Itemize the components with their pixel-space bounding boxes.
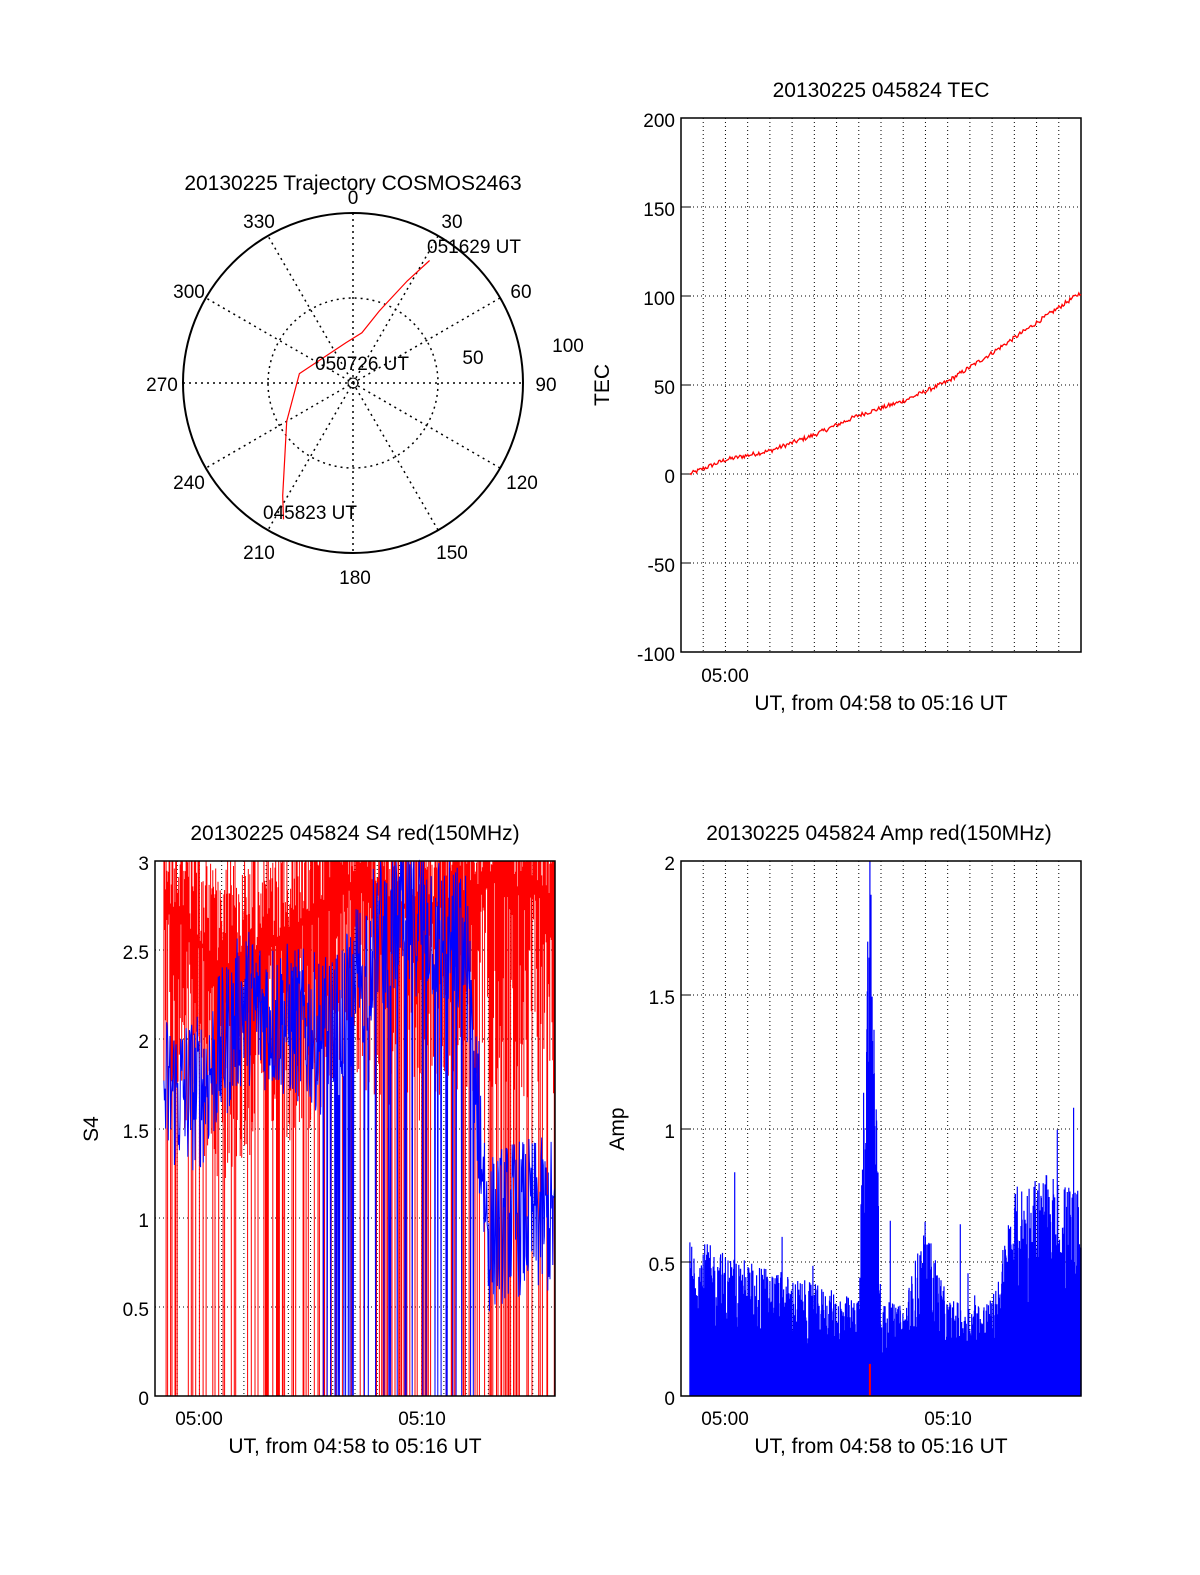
azimuth-label-210: 210	[243, 543, 275, 564]
polar-spoke-150-330	[267, 235, 439, 531]
radial-label-50: 50	[462, 348, 483, 369]
tec-panel: 20130225 045824 TEC 200 150 100 50 0 -50…	[591, 79, 1082, 715]
s4-ytick-2.5: 2.5	[123, 943, 149, 964]
polar-ring-inner	[267, 297, 439, 469]
azimuth-label-270: 270	[146, 375, 178, 396]
amp-y-ticks	[681, 994, 691, 1263]
azimuth-label-330: 330	[243, 212, 275, 233]
amp-horizontal-grid	[681, 994, 1081, 1263]
s4-ytick-0: 0	[138, 1389, 149, 1410]
amp-ytick-1: 1	[664, 1122, 675, 1143]
tec-ytick-0: 0	[664, 467, 675, 488]
azimuth-label-150: 150	[436, 543, 468, 564]
amp-panel: 20130225 045824 Amp red(150MHz) 2 1.5 1 …	[606, 822, 1082, 1458]
polar-title: 20130225 Trajectory COSMOS2463	[184, 172, 521, 195]
radial-label-100: 100	[552, 336, 584, 357]
s4-xtick-0510: 05:10	[398, 1409, 446, 1430]
amp-blue-line	[689, 861, 1082, 1396]
tec-ytick-minus100: -100	[637, 645, 675, 666]
azimuth-label-60: 60	[510, 282, 531, 303]
tec-title: 20130225 045824 TEC	[773, 79, 990, 102]
track-start-label: 045823 UT	[263, 503, 357, 524]
azimuth-label-90: 90	[535, 375, 556, 396]
s4-ytick-2: 2	[138, 1032, 149, 1053]
tec-ytick-200: 200	[643, 111, 675, 132]
tec-series-line	[689, 291, 1082, 476]
s4-xtick-0500: 05:00	[175, 1409, 223, 1430]
azimuth-label-180: 180	[339, 568, 371, 589]
s4-panel: 20130225 045824 S4 red(150MHz) 3 2.5 2 1…	[80, 822, 556, 1458]
s4-blue-series	[163, 859, 556, 1397]
azimuth-label-240: 240	[173, 473, 205, 494]
tec-ylabel: TEC	[591, 364, 614, 406]
polar-panel: 20130225 Trajectory COSMOS2463 0 30 60 9…	[146, 172, 584, 589]
amp-xlabel: UT, from 04:58 to 05:16 UT	[754, 1435, 1007, 1458]
s4-ytick-3: 3	[138, 854, 149, 875]
polar-grid	[183, 213, 523, 553]
s4-blue-line	[163, 859, 556, 1397]
tec-ytick-50: 50	[654, 378, 675, 399]
s4-title: 20130225 045824 S4 red(150MHz)	[190, 822, 519, 845]
s4-horizontal-grid	[155, 949, 555, 1308]
azimuth-label-0: 0	[348, 188, 359, 209]
tec-y-ticks	[681, 206, 691, 564]
amp-xtick-0510: 05:10	[924, 1409, 972, 1430]
tec-ytick-100: 100	[643, 289, 675, 310]
polar-ring-outer	[182, 212, 524, 554]
amp-title: 20130225 045824 Amp red(150MHz)	[706, 822, 1052, 845]
tec-ytick-150: 150	[643, 200, 675, 221]
tec-xtick-0500: 05:00	[701, 666, 749, 687]
amp-ytick-0.5: 0.5	[649, 1255, 675, 1276]
s4-xlabel: UT, from 04:58 to 05:16 UT	[228, 1435, 481, 1458]
tec-horizontal-grid	[681, 206, 1081, 564]
s4-ytick-1: 1	[138, 1211, 149, 1232]
track-mid-label: 050726 UT	[315, 354, 409, 375]
s4-plot-frame	[154, 860, 556, 1397]
azimuth-label-30: 30	[441, 212, 462, 233]
polar-center-mark	[347, 377, 359, 389]
amp-ylabel: Amp	[606, 1107, 629, 1150]
trajectory-line	[282, 260, 431, 520]
tec-ytick-minus50: -50	[648, 556, 675, 577]
s4-ylabel: S4	[80, 1116, 103, 1142]
amp-ytick-1.5: 1.5	[649, 988, 675, 1009]
track-end-label: 051629 UT	[427, 237, 521, 258]
amp-blue-series	[689, 861, 1082, 1396]
azimuth-label-300: 300	[173, 282, 205, 303]
s4-ytick-1.5: 1.5	[123, 1122, 149, 1143]
tec-xlabel: UT, from 04:58 to 05:16 UT	[754, 692, 1007, 715]
amp-xtick-0500: 05:00	[701, 1409, 749, 1430]
amp-ytick-2: 2	[664, 854, 675, 875]
azimuth-label-120: 120	[506, 473, 538, 494]
s4-ytick-0.5: 0.5	[123, 1300, 149, 1321]
amp-ytick-0: 0	[664, 1389, 675, 1410]
